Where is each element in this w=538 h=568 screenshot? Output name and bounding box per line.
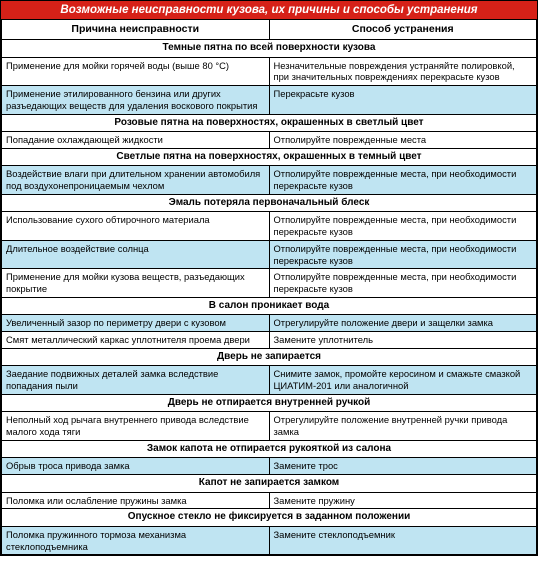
page-title: Возможные неисправности кузова, их причи…	[1, 1, 537, 19]
fix-cell: Отполируйте поврежденные места, при необ…	[269, 269, 537, 298]
col-fix-header: Способ устранения	[269, 20, 537, 40]
fix-cell: Отполируйте поврежденные места, при необ…	[269, 166, 537, 195]
table-row: Заедание подвижных деталей замка вследст…	[2, 366, 537, 395]
cause-cell: Неполный ход рычага внутреннего привода …	[2, 412, 270, 441]
section-heading: Розовые пятна на поверхностях, окрашенны…	[2, 114, 537, 132]
section-heading: В салон проникает вода	[2, 297, 537, 315]
section-heading: Опускное стекло не фиксируется в заданно…	[2, 509, 537, 527]
fix-cell: Отрегулируйте положение двери и защелки …	[269, 315, 537, 332]
table-row: Воздействие влаги при длительном хранени…	[2, 166, 537, 195]
fix-cell: Замените пружину	[269, 492, 537, 509]
section-row: Розовые пятна на поверхностях, окрашенны…	[2, 114, 537, 132]
fix-cell: Отполируйте поврежденные места	[269, 132, 537, 149]
fix-cell: Перекрасьте кузов	[269, 86, 537, 115]
cause-cell: Поломка или ослабление пружины замка	[2, 492, 270, 509]
fix-cell: Отрегулируйте положение внутренней ручки…	[269, 412, 537, 441]
fix-cell: Замените стеклоподъемник	[269, 526, 537, 555]
fix-cell: Замените трос	[269, 458, 537, 475]
section-row: Светлые пятна на поверхностях, окрашенны…	[2, 148, 537, 166]
table-row: Применение для мойки кузова веществ, раз…	[2, 269, 537, 298]
section-row: Замок капота не отпирается рукояткой из …	[2, 440, 537, 458]
header-row: Причина неисправности Способ устранения	[2, 20, 537, 40]
cause-cell: Поломка пружинного тормоза механизма сте…	[2, 526, 270, 555]
cause-cell: Применение этилированного бензина или др…	[2, 86, 270, 115]
section-heading: Светлые пятна на поверхностях, окрашенны…	[2, 148, 537, 166]
cause-cell: Попадание охлаждающей жидкости	[2, 132, 270, 149]
fault-table-container: Возможные неисправности кузова, их причи…	[0, 0, 538, 556]
cause-cell: Длительное воздействие солнца	[2, 240, 270, 269]
table-row: Смят металлический каркас уплотнителя пр…	[2, 332, 537, 349]
cause-cell: Использование сухого обтирочного материа…	[2, 212, 270, 241]
cause-cell: Воздействие влаги при длительном хранени…	[2, 166, 270, 195]
section-row: Эмаль потеряла первоначальный блеск	[2, 194, 537, 212]
cause-cell: Применение для мойки кузова веществ, раз…	[2, 269, 270, 298]
table-row: Неполный ход рычага внутреннего привода …	[2, 412, 537, 441]
table-row: Попадание охлаждающей жидкостиОтполируйт…	[2, 132, 537, 149]
section-row: Темные пятна по всей поверхности кузова	[2, 40, 537, 58]
section-row: Дверь не запирается	[2, 348, 537, 366]
fault-table: Причина неисправности Способ устранения …	[1, 19, 537, 555]
table-row: Поломка пружинного тормоза механизма сте…	[2, 526, 537, 555]
cause-cell: Обрыв троса привода замка	[2, 458, 270, 475]
table-row: Увеличенный зазор по периметру двери с к…	[2, 315, 537, 332]
table-row: Применение этилированного бензина или др…	[2, 86, 537, 115]
cause-cell: Заедание подвижных деталей замка вследст…	[2, 366, 270, 395]
col-cause-header: Причина неисправности	[2, 20, 270, 40]
section-heading: Замок капота не отпирается рукояткой из …	[2, 440, 537, 458]
table-row: Обрыв троса привода замкаЗамените трос	[2, 458, 537, 475]
table-row: Использование сухого обтирочного материа…	[2, 212, 537, 241]
section-heading: Дверь не отпирается внутренней ручкой	[2, 394, 537, 412]
fix-cell: Отполируйте поврежденные места, при необ…	[269, 240, 537, 269]
section-row: Капот не запирается замком	[2, 475, 537, 493]
table-row: Применение для мойки горячей воды (выше …	[2, 57, 537, 86]
fix-cell: Снимите замок, промойте керосином и смаж…	[269, 366, 537, 395]
section-heading: Эмаль потеряла первоначальный блеск	[2, 194, 537, 212]
cause-cell: Применение для мойки горячей воды (выше …	[2, 57, 270, 86]
section-row: В салон проникает вода	[2, 297, 537, 315]
section-heading: Дверь не запирается	[2, 348, 537, 366]
fix-cell: Замените уплотнитель	[269, 332, 537, 349]
section-heading: Темные пятна по всей поверхности кузова	[2, 40, 537, 58]
fix-cell: Отполируйте поврежденные места, при необ…	[269, 212, 537, 241]
section-heading: Капот не запирается замком	[2, 475, 537, 493]
table-row: Длительное воздействие солнцаОтполируйте…	[2, 240, 537, 269]
fix-cell: Незначительные повреждения устраняйте по…	[269, 57, 537, 86]
section-row: Опускное стекло не фиксируется в заданно…	[2, 509, 537, 527]
section-row: Дверь не отпирается внутренней ручкой	[2, 394, 537, 412]
table-row: Поломка или ослабление пружины замкаЗаме…	[2, 492, 537, 509]
cause-cell: Смят металлический каркас уплотнителя пр…	[2, 332, 270, 349]
cause-cell: Увеличенный зазор по периметру двери с к…	[2, 315, 270, 332]
